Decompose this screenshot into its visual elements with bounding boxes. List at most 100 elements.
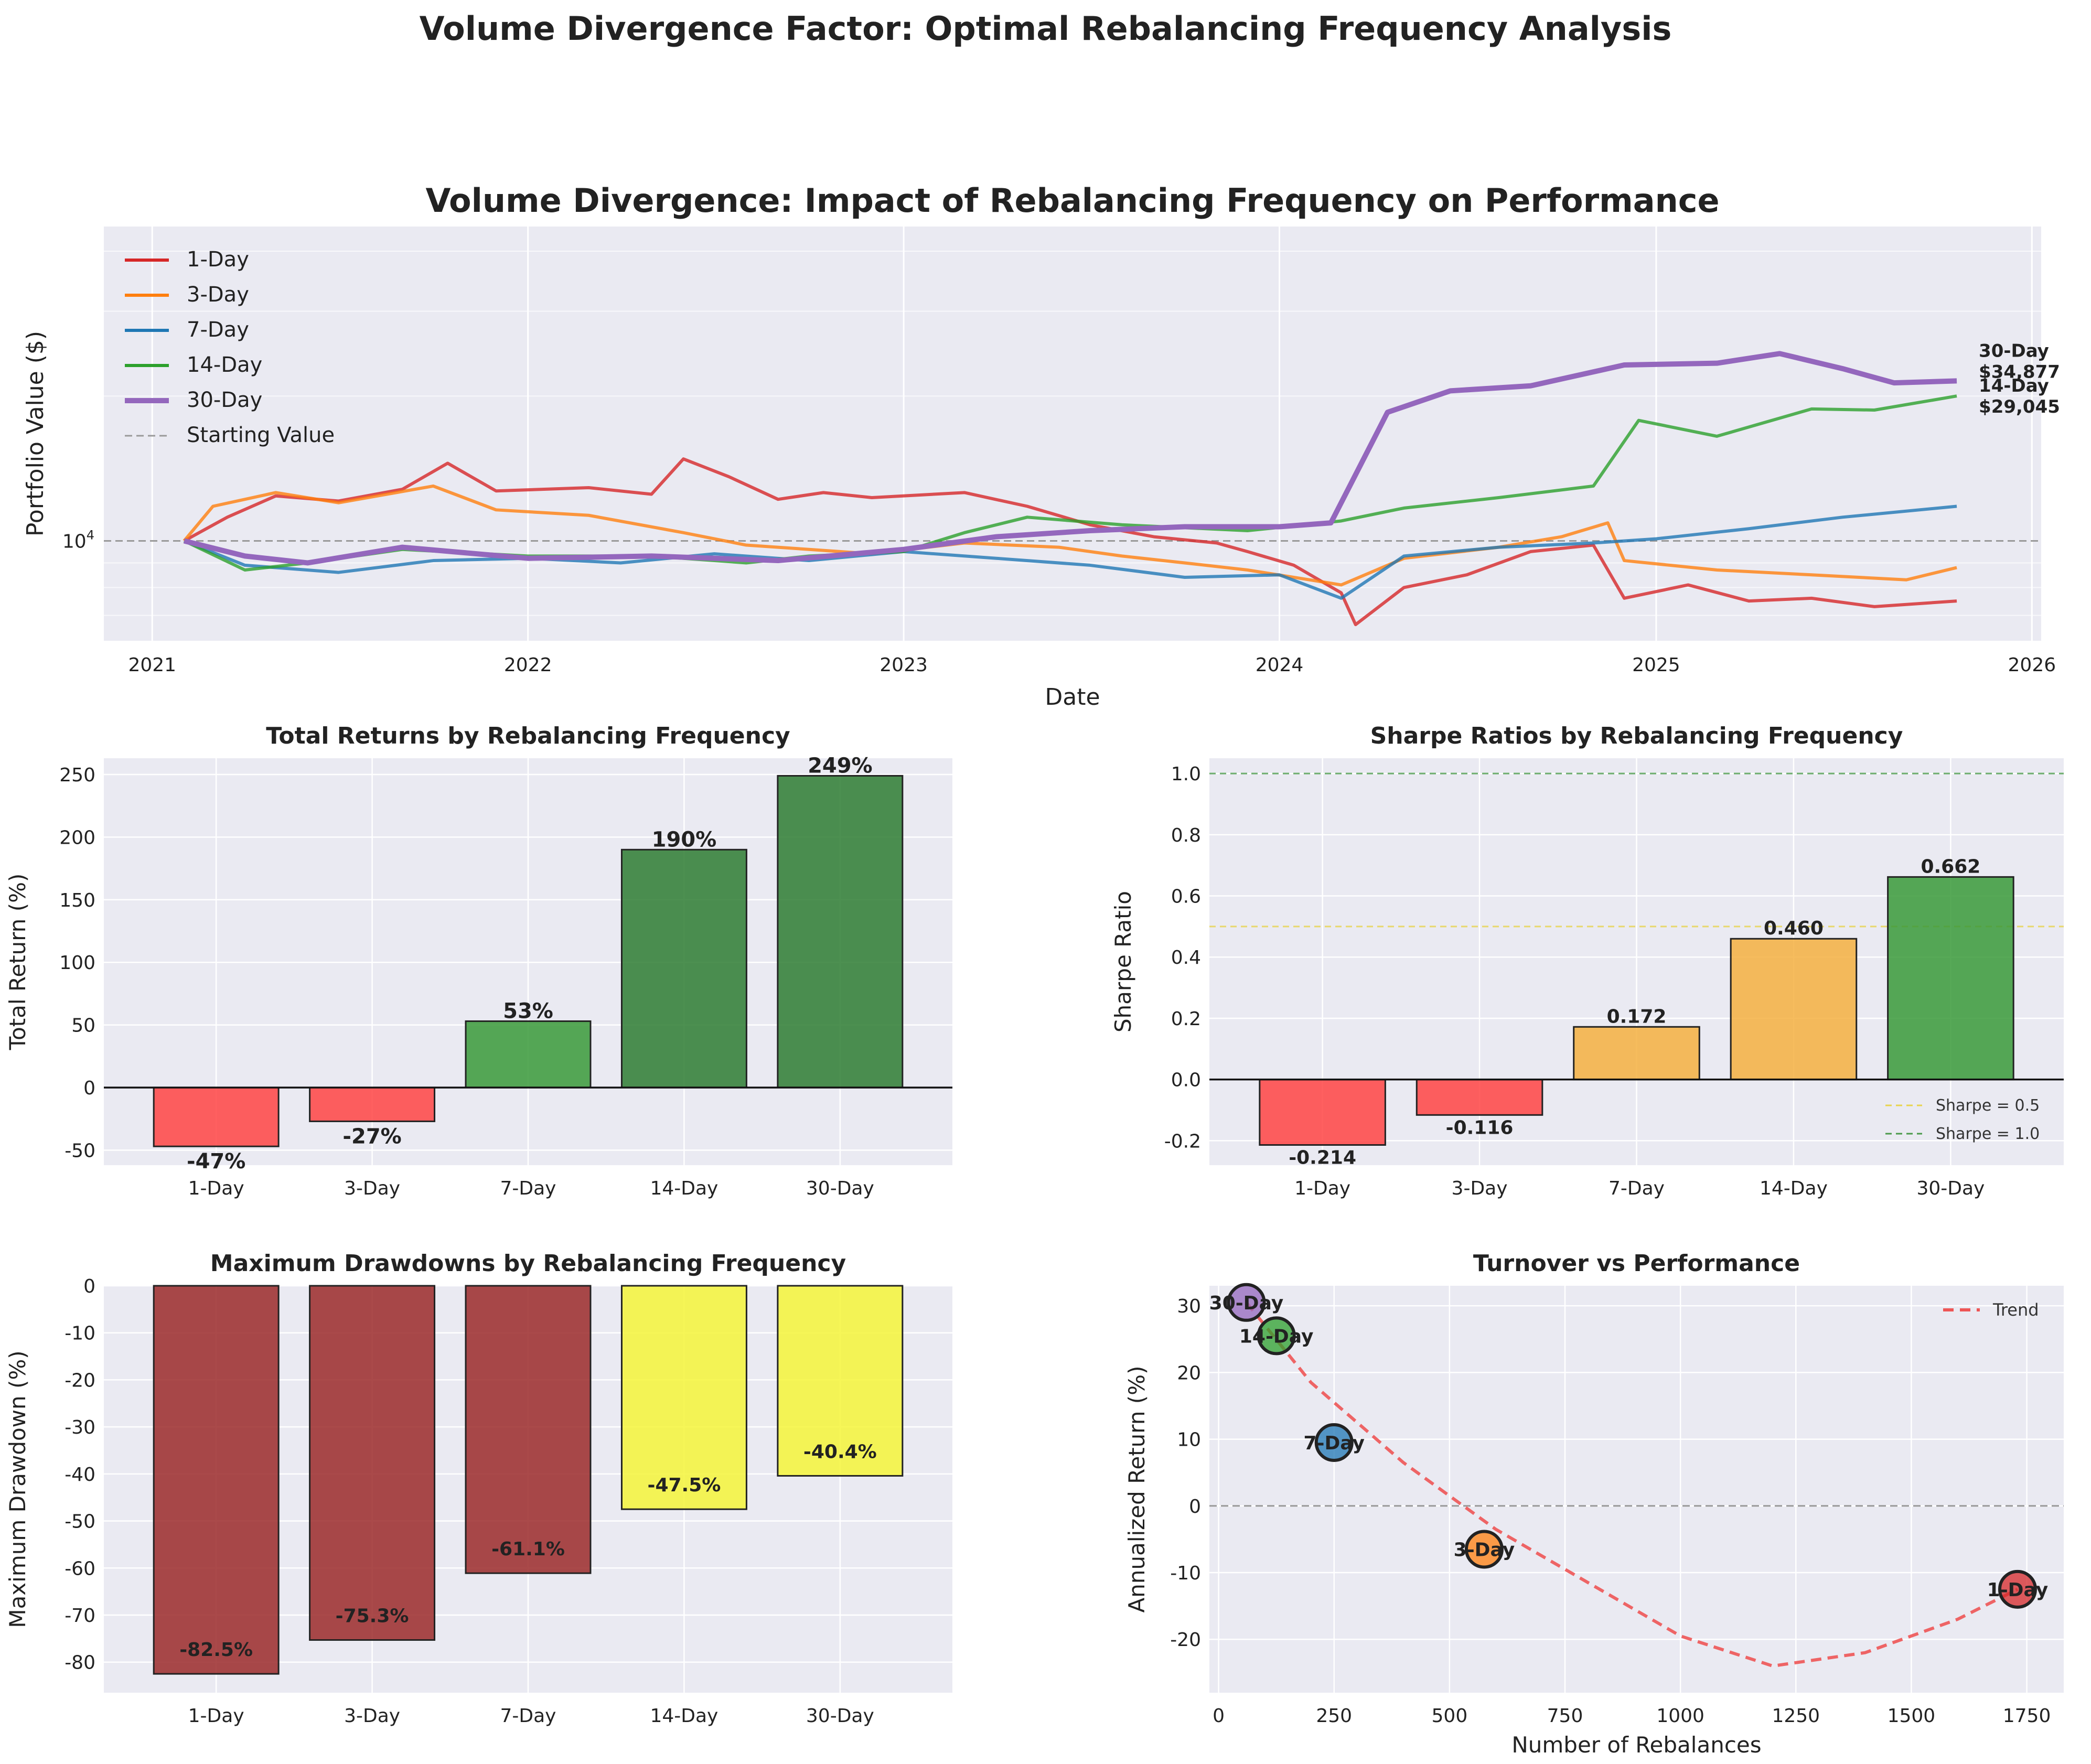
bar-chart-y-axis-label: Sharpe Ratio: [1110, 891, 1136, 1032]
bar-1-day: [153, 1087, 280, 1147]
bar-chart-y-tick-label: 50: [71, 1015, 95, 1037]
end-label-name: 30-Day: [1979, 340, 2049, 361]
sharpe-legend-label: Sharpe = 0.5: [1936, 1096, 2040, 1115]
bar-chart-y-tick-label: 1.0: [1171, 763, 1201, 785]
scatter-point-3-day: [1464, 1530, 1504, 1569]
bar-value-label: 0.172: [1607, 1006, 1667, 1027]
bar-3-day: [309, 1285, 436, 1641]
bar-chart-x-tick-label: 7-Day: [500, 1178, 556, 1199]
bar-chart-y-tick-label: -50: [65, 1511, 95, 1533]
legend-label: 1-Day: [187, 248, 249, 272]
scatter-x-tick-label: 1250: [1772, 1705, 1820, 1727]
bar-chart-y-tick-label: -40: [65, 1464, 95, 1486]
scatter-point-label: 14-Day: [1239, 1326, 1314, 1347]
line-chart-title: Volume Divergence: Impact of Rebalancing…: [425, 181, 1719, 220]
bar-chart-y-tick-label: -80: [65, 1652, 95, 1674]
bar-value-label: -61.1%: [491, 1539, 565, 1560]
end-label-value: $29,045: [1979, 396, 2060, 417]
scatter-y-tick-label: 10: [1177, 1429, 1201, 1451]
bar-chart-y-tick-label: 250: [59, 765, 95, 786]
bar-14-day: [620, 848, 747, 1089]
line-chart-x-axis-label: Date: [1045, 684, 1100, 711]
legend-label: 7-Day: [187, 318, 249, 342]
legend-label: Starting Value: [187, 423, 335, 447]
line-chart-plot-area: [104, 227, 2041, 641]
legend-label: 14-Day: [187, 353, 262, 377]
bar-chart-x-tick-label: 3-Day: [344, 1705, 400, 1727]
line-chart-x-tick-label: 2021: [128, 654, 176, 676]
bar-value-label: 190%: [652, 827, 717, 852]
bar-chart-x-tick-label: 1-Day: [1294, 1178, 1350, 1199]
bar-chart-y-tick-label: 150: [59, 890, 95, 911]
bar-chart-x-tick-label: 30-Day: [806, 1178, 874, 1199]
scatter-x-tick-label: 0: [1213, 1705, 1225, 1727]
line-chart-y-tick-label: 104: [62, 528, 94, 552]
scatter-chart-panel: 0 250 500 750 1000 1250 1500 1750 -20 -10 0 10 20 30 1…: [1124, 1250, 2064, 1758]
series-line-30-day: [183, 351, 1957, 566]
bar-chart-y-tick-label: 0.4: [1171, 947, 1201, 969]
bar-chart-x-tick-label: 30-Day: [1916, 1178, 1985, 1199]
bar-30-day: [777, 775, 904, 1089]
bar-7-day: [465, 1285, 592, 1574]
figure-suptitle: Volume Divergence Factor: Optimal Rebala…: [419, 9, 1672, 48]
bar-value-label: -0.116: [1446, 1117, 1514, 1138]
scatter-point-14-day: [1257, 1316, 1296, 1356]
bar-chart-y-tick-label: -20: [65, 1370, 95, 1391]
bar-chart-x-tick-label: 14-Day: [650, 1705, 718, 1727]
scatter-title: Turnover vs Performance: [1473, 1250, 1800, 1277]
line-chart-x-tick-label: 2025: [1632, 654, 1680, 676]
line-chart-x-tick-label: 2024: [1256, 654, 1304, 676]
bar-chart-panel-2: -0.2 0.0 0.2 0.4 0.6 0.8 1.0 1-Day 3-Day 7-Day 14-…: [1110, 723, 2064, 1199]
line-chart-y-tick-exponent: 4: [87, 528, 94, 542]
bar-value-label: -40.4%: [803, 1441, 877, 1462]
sharpe-legend-label: Sharpe = 1.0: [1936, 1125, 2040, 1143]
scatter-y-tick-label: 30: [1177, 1296, 1201, 1317]
scatter-y-axis-label: Annualized Return (%): [1124, 1366, 1150, 1613]
bar-value-label: -0.214: [1289, 1147, 1356, 1168]
line-chart-y-axis-label: Portfolio Value ($): [22, 331, 49, 536]
bar-chart-panel-1: -50 0 50 100 150 200 250 1-Day 3-Day 7-Day 14-Day 3…: [5, 723, 952, 1199]
line-chart-x-tick-label: 2022: [504, 654, 552, 676]
bar-value-label: -47%: [187, 1149, 245, 1174]
trend-legend-label: Trend: [1992, 1300, 2039, 1320]
bar-chart-y-tick-label: -30: [65, 1417, 95, 1438]
scatter-point-7-day: [1314, 1423, 1354, 1462]
bar-3-day: [309, 1087, 436, 1122]
bar-chart-y-tick-label: -0.2: [1164, 1131, 1201, 1152]
bar-chart-x-tick-label: 1-Day: [188, 1178, 244, 1199]
scatter-point-30-day: [1227, 1283, 1266, 1322]
bar-chart-y-tick-label: 0.6: [1171, 886, 1201, 908]
scatter-x-tick-label: 750: [1547, 1705, 1583, 1727]
bar-chart-x-tick-label: 7-Day: [1609, 1178, 1665, 1199]
end-label-name: 14-Day: [1979, 375, 2049, 396]
scatter-x-tick-label: 1750: [2003, 1705, 2051, 1727]
scatter-x-tick-label: 500: [1432, 1705, 1468, 1727]
bar-chart-y-tick-label: 0.0: [1171, 1070, 1201, 1091]
bar-chart-x-tick-label: 14-Day: [650, 1178, 718, 1199]
bar-chart-x-tick-label: 7-Day: [500, 1705, 556, 1727]
bar-chart-x-tick-label: 3-Day: [1452, 1178, 1508, 1199]
line-chart-panel: 2021 2022 2023 2024 2025 202610430-Day$34,877…: [22, 181, 2060, 711]
bar-chart-y-tick-label: -10: [65, 1323, 95, 1344]
bar-chart-y-tick-label: 200: [59, 827, 95, 848]
scatter-point-label: 30-Day: [1209, 1293, 1284, 1314]
bar-chart-y-tick-label: 0: [83, 1078, 95, 1099]
end-label-value: $34,877: [1979, 361, 2060, 382]
scatter-point-label: 3-Day: [1454, 1539, 1515, 1561]
bar-chart-x-tick-label: 30-Day: [806, 1705, 874, 1727]
scatter-y-tick-label: -20: [1170, 1629, 1201, 1651]
bar-chart-y-axis-label: Total Return (%): [5, 874, 30, 1051]
bar-value-label: -75.3%: [336, 1606, 409, 1627]
bar-chart-title: Maximum Drawdowns by Rebalancing Frequen…: [210, 1250, 846, 1277]
scatter-point-1-day: [1998, 1569, 2037, 1609]
bar-chart-title: Sharpe Ratios by Rebalancing Frequency: [1370, 723, 1903, 749]
bar-value-label: -82.5%: [179, 1639, 253, 1661]
bar-3-day: [1416, 1079, 1543, 1116]
bar-value-label: 0.460: [1764, 918, 1824, 939]
bar-chart-y-tick-label: 100: [59, 952, 95, 974]
scatter-y-tick-label: -10: [1170, 1563, 1201, 1584]
series-line-7-day: [183, 504, 1957, 600]
scatter-x-axis-label: Number of Rebalances: [1511, 1732, 1761, 1758]
bar-chart-title: Total Returns by Rebalancing Frequency: [266, 723, 790, 749]
bar-value-label: -47.5%: [648, 1475, 721, 1496]
